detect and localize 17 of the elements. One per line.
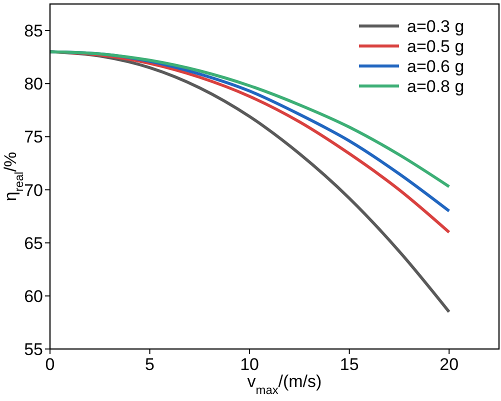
x-tick-label: 10 <box>240 355 260 374</box>
x-axis-title: v$_{max}$/(m/s) <box>247 372 322 397</box>
legend-label: a=0.3 g <box>407 17 464 36</box>
y-tick-label: 80 <box>24 74 43 94</box>
legend-label: a=0.8 g <box>407 77 464 96</box>
x-tick-label: 0 <box>45 355 55 374</box>
x-tick-label: 15 <box>340 355 359 374</box>
legend-label: a=0.6 g <box>407 57 464 76</box>
y-tick-label: 85 <box>24 22 43 41</box>
y-tick-label: 75 <box>24 128 43 147</box>
x-tick-label: 5 <box>145 355 155 374</box>
x-tick-label: 20 <box>440 355 459 374</box>
legend-label: a=0.5 g <box>407 37 464 56</box>
y-tick-label: 60 <box>24 286 43 306</box>
y-tick-label: 70 <box>24 180 43 200</box>
y-tick-label: 65 <box>24 234 43 253</box>
y-tick-label: 55 <box>24 340 43 359</box>
